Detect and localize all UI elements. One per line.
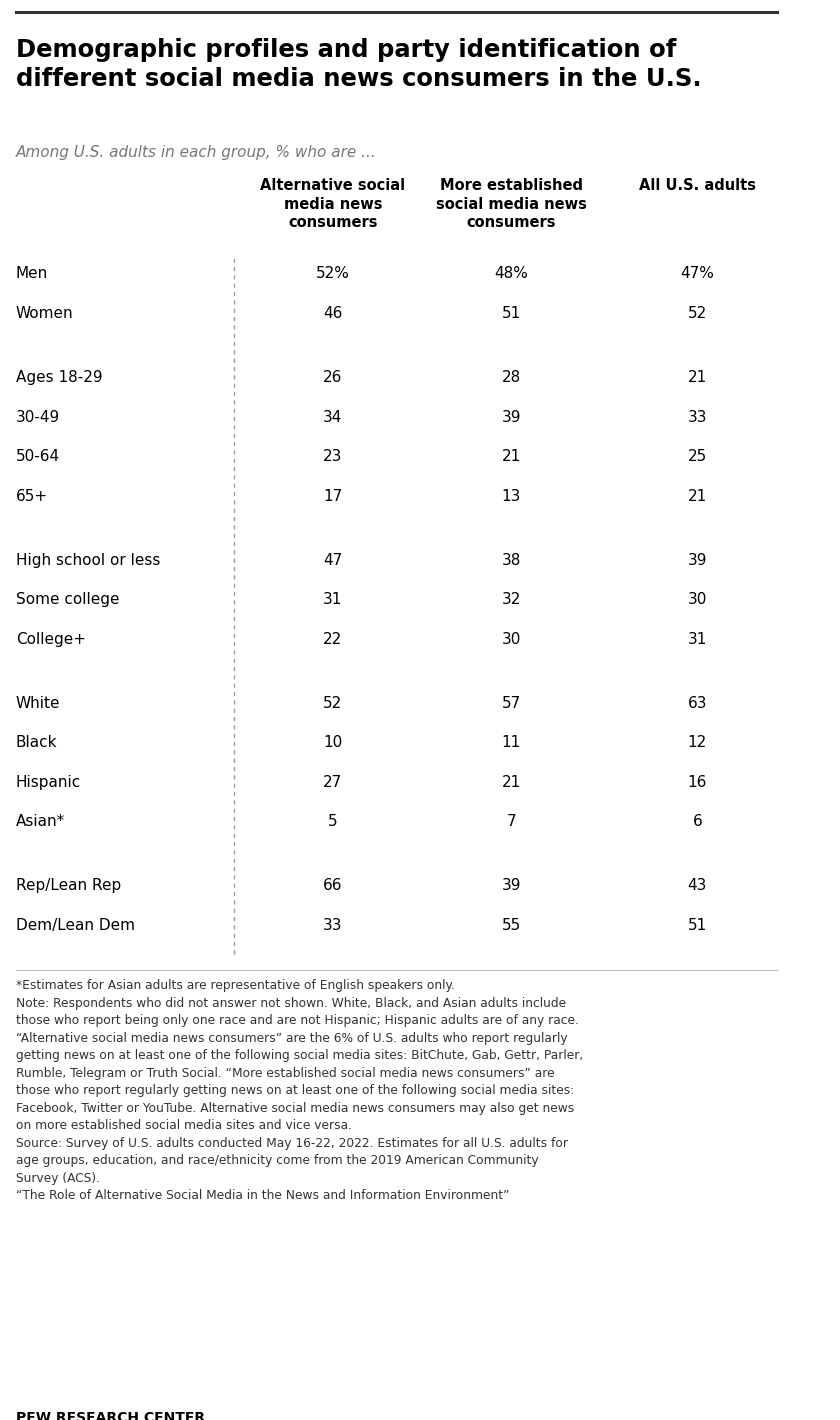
Text: Some college: Some college	[16, 592, 119, 608]
Text: 5: 5	[328, 814, 338, 829]
Text: 39: 39	[501, 409, 521, 425]
Text: 21: 21	[501, 775, 521, 790]
Text: 16: 16	[688, 775, 707, 790]
Text: 12: 12	[688, 736, 707, 750]
Text: White: White	[16, 696, 60, 710]
Text: 31: 31	[688, 632, 707, 646]
Text: Ages 18-29: Ages 18-29	[16, 371, 102, 385]
Text: 55: 55	[501, 917, 521, 933]
Text: 52: 52	[323, 696, 343, 710]
Text: 13: 13	[501, 488, 521, 504]
Text: Hispanic: Hispanic	[16, 775, 81, 790]
Text: 63: 63	[687, 696, 707, 710]
Text: 46: 46	[323, 305, 343, 321]
Text: 51: 51	[501, 305, 521, 321]
Text: 21: 21	[688, 488, 707, 504]
Text: 10: 10	[323, 736, 343, 750]
Text: 30-49: 30-49	[16, 409, 60, 425]
Text: 25: 25	[688, 449, 707, 464]
Text: College+: College+	[16, 632, 86, 646]
Text: 32: 32	[501, 592, 521, 608]
Text: More established
social media news
consumers: More established social media news consu…	[436, 178, 586, 230]
Text: High school or less: High school or less	[16, 552, 160, 568]
Text: Black: Black	[16, 736, 57, 750]
Text: 26: 26	[323, 371, 343, 385]
Text: 48%: 48%	[494, 267, 528, 281]
Text: 39: 39	[501, 879, 521, 893]
Text: 47: 47	[323, 552, 343, 568]
Text: 28: 28	[501, 371, 521, 385]
Text: All U.S. adults: All U.S. adults	[638, 178, 756, 193]
Text: 43: 43	[688, 879, 707, 893]
Text: Rep/Lean Rep: Rep/Lean Rep	[16, 879, 121, 893]
Text: Dem/Lean Dem: Dem/Lean Dem	[16, 917, 135, 933]
Text: 21: 21	[501, 449, 521, 464]
Text: Men: Men	[16, 267, 48, 281]
Text: 52%: 52%	[316, 267, 349, 281]
Text: 34: 34	[323, 409, 343, 425]
Text: 21: 21	[688, 371, 707, 385]
Text: 47%: 47%	[680, 267, 714, 281]
Text: 65+: 65+	[16, 488, 48, 504]
Text: 50-64: 50-64	[16, 449, 60, 464]
Text: 17: 17	[323, 488, 343, 504]
Text: 30: 30	[688, 592, 707, 608]
Text: 11: 11	[501, 736, 521, 750]
Text: 51: 51	[688, 917, 707, 933]
Text: 38: 38	[501, 552, 521, 568]
Text: 52: 52	[688, 305, 707, 321]
Text: *Estimates for Asian adults are representative of English speakers only.
Note: R: *Estimates for Asian adults are represen…	[16, 980, 583, 1203]
Text: 7: 7	[507, 814, 516, 829]
Text: 30: 30	[501, 632, 521, 646]
Text: PEW RESEARCH CENTER: PEW RESEARCH CENTER	[16, 1411, 205, 1420]
Text: 23: 23	[323, 449, 343, 464]
Text: 31: 31	[323, 592, 343, 608]
Text: 22: 22	[323, 632, 343, 646]
Text: Asian*: Asian*	[16, 814, 65, 829]
Text: Among U.S. adults in each group, % who are ...: Among U.S. adults in each group, % who a…	[16, 145, 376, 160]
Text: 27: 27	[323, 775, 343, 790]
Text: 39: 39	[687, 552, 707, 568]
Text: 33: 33	[323, 917, 343, 933]
Text: 6: 6	[692, 814, 702, 829]
Text: 57: 57	[501, 696, 521, 710]
Text: Alternative social
media news
consumers: Alternative social media news consumers	[260, 178, 406, 230]
Text: 66: 66	[323, 879, 343, 893]
Text: Demographic profiles and party identification of
different social media news con: Demographic profiles and party identific…	[16, 38, 701, 91]
Text: 33: 33	[687, 409, 707, 425]
Text: Women: Women	[16, 305, 73, 321]
